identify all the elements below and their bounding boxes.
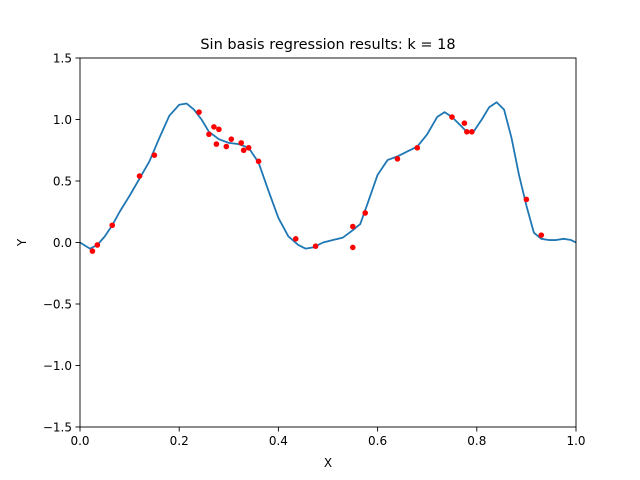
series-layer: [80, 101, 576, 254]
data-point: [94, 242, 101, 248]
data-point: [464, 129, 470, 135]
data-point: [223, 143, 230, 150]
data-point: [206, 131, 212, 138]
data-point: [213, 141, 220, 147]
data-point: [196, 109, 202, 115]
data-point: [211, 124, 217, 130]
y-tick-label: 1.0: [53, 113, 72, 127]
y-axis-label: Y: [15, 238, 29, 247]
data-point: [245, 144, 252, 151]
data-point: [255, 158, 262, 165]
data-point: [228, 136, 235, 142]
y-tick-label: 0.0: [53, 236, 72, 250]
x-tick-label: 0.8: [467, 434, 486, 448]
x-tick-label: 0.0: [70, 434, 89, 448]
y-tick-label: −0.5: [43, 297, 72, 311]
x-tick-label: 0.4: [269, 434, 288, 448]
data-point: [151, 152, 158, 158]
x-tick-label: 0.2: [170, 434, 189, 448]
data-point: [394, 156, 401, 162]
fitted-curve-line: [80, 101, 576, 250]
data-point: [89, 248, 96, 254]
data-point: [523, 196, 530, 203]
y-tick-label: −1.0: [43, 359, 72, 373]
plot-area: [80, 101, 576, 254]
y-tick-label: −1.5: [43, 420, 72, 434]
data-point: [469, 129, 475, 135]
data-point: [216, 126, 222, 133]
x-axis-label: X: [324, 456, 332, 470]
x-tick-label: 1.0: [566, 434, 585, 448]
data-point: [238, 140, 244, 146]
data-point: [109, 222, 116, 229]
y-tick-label: 0.5: [53, 174, 72, 188]
y-tick-label: 1.5: [53, 51, 72, 65]
data-point: [136, 173, 143, 179]
data-point: [414, 144, 421, 151]
chart-title: Sin basis regression results: k = 18: [200, 37, 455, 53]
axes-layer: 0.0 0.2 0.4 0.6 0.8 1.0 −1.5 −1.0 −0.5 0.0 0.5 1.0 1…: [43, 51, 586, 448]
data-point: [312, 243, 319, 249]
data-point: [292, 236, 299, 242]
x-tick-label: 0.6: [368, 434, 387, 448]
data-point: [362, 210, 369, 216]
data-point: [461, 120, 468, 126]
data-point: [350, 244, 356, 251]
data-point: [240, 147, 247, 154]
data-point: [538, 232, 545, 238]
data-point: [449, 114, 455, 120]
data-point: [350, 223, 356, 230]
